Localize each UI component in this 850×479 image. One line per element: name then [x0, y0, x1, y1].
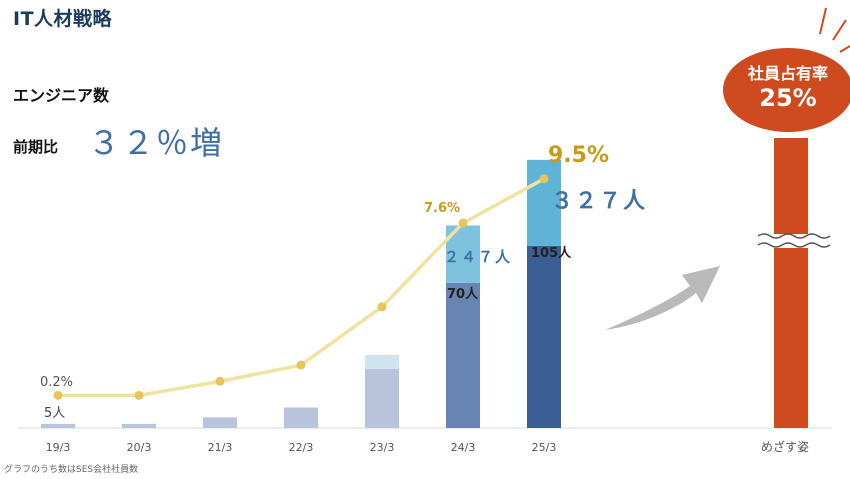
x-tick-label: 25/3 — [532, 441, 557, 454]
x-tick-label: 23/3 — [370, 441, 395, 454]
footnote: グラフのうち数はSES会社社員数 — [4, 465, 139, 475]
line-label-25: 9.5% — [548, 143, 609, 168]
goal-bubble: 社員占有率 25% — [723, 48, 850, 132]
trend-point — [458, 218, 468, 228]
trend-point — [377, 302, 387, 312]
total-label-24: ２４７人 — [444, 248, 512, 266]
bar-base-20-3 — [122, 423, 156, 428]
bar-base-24-3 — [446, 282, 480, 428]
emphasis-stroke — [832, 19, 847, 41]
break-wave-top — [757, 233, 831, 239]
trend-point — [296, 360, 306, 370]
growth-arrow — [605, 266, 720, 330]
metric-label: エンジニア数 — [13, 86, 110, 105]
compare-label: 前期比 — [13, 138, 59, 156]
bar-base-21-3 — [203, 417, 237, 428]
bar-base-23-3 — [365, 368, 399, 428]
compare-value: ３２％増 — [88, 124, 225, 162]
bar-base-22-3 — [284, 407, 318, 428]
segment-label-24: 70人 — [447, 286, 479, 302]
bar-base-25-3 — [527, 245, 561, 428]
total-label-25: ３２７人 — [551, 189, 647, 214]
break-wave-bottom — [757, 242, 831, 248]
goal-bar — [774, 138, 808, 428]
emphasis-stroke — [839, 45, 850, 53]
bar-top-25-3 — [527, 159, 561, 246]
x-tick-label: 19/3 — [46, 441, 71, 454]
slide-title: IT人材戦略 — [13, 8, 113, 30]
emphasis-stroke — [819, 7, 827, 35]
bar-label-first: 5人 — [44, 406, 65, 421]
x-tick-label: 24/3 — [451, 441, 476, 454]
x-tick-label: 21/3 — [208, 441, 233, 454]
trend-point — [134, 390, 144, 400]
bar-base-19-3 — [41, 423, 75, 428]
bar-top-23-3 — [365, 355, 399, 369]
goal-value: 25% — [759, 84, 817, 112]
x-tick-label: 22/3 — [289, 441, 314, 454]
trend-point — [53, 390, 63, 400]
trend-point — [215, 376, 225, 386]
goal-category-label: めざす姿 — [761, 439, 809, 454]
line-label-first: 0.2% — [40, 375, 73, 390]
x-tick-label: 20/3 — [127, 441, 152, 454]
segment-label-25: 105人 — [531, 245, 572, 261]
line-label-24: 7.6% — [424, 201, 460, 216]
trend-point — [539, 174, 549, 184]
goal-label: 社員占有率 — [747, 64, 828, 83]
